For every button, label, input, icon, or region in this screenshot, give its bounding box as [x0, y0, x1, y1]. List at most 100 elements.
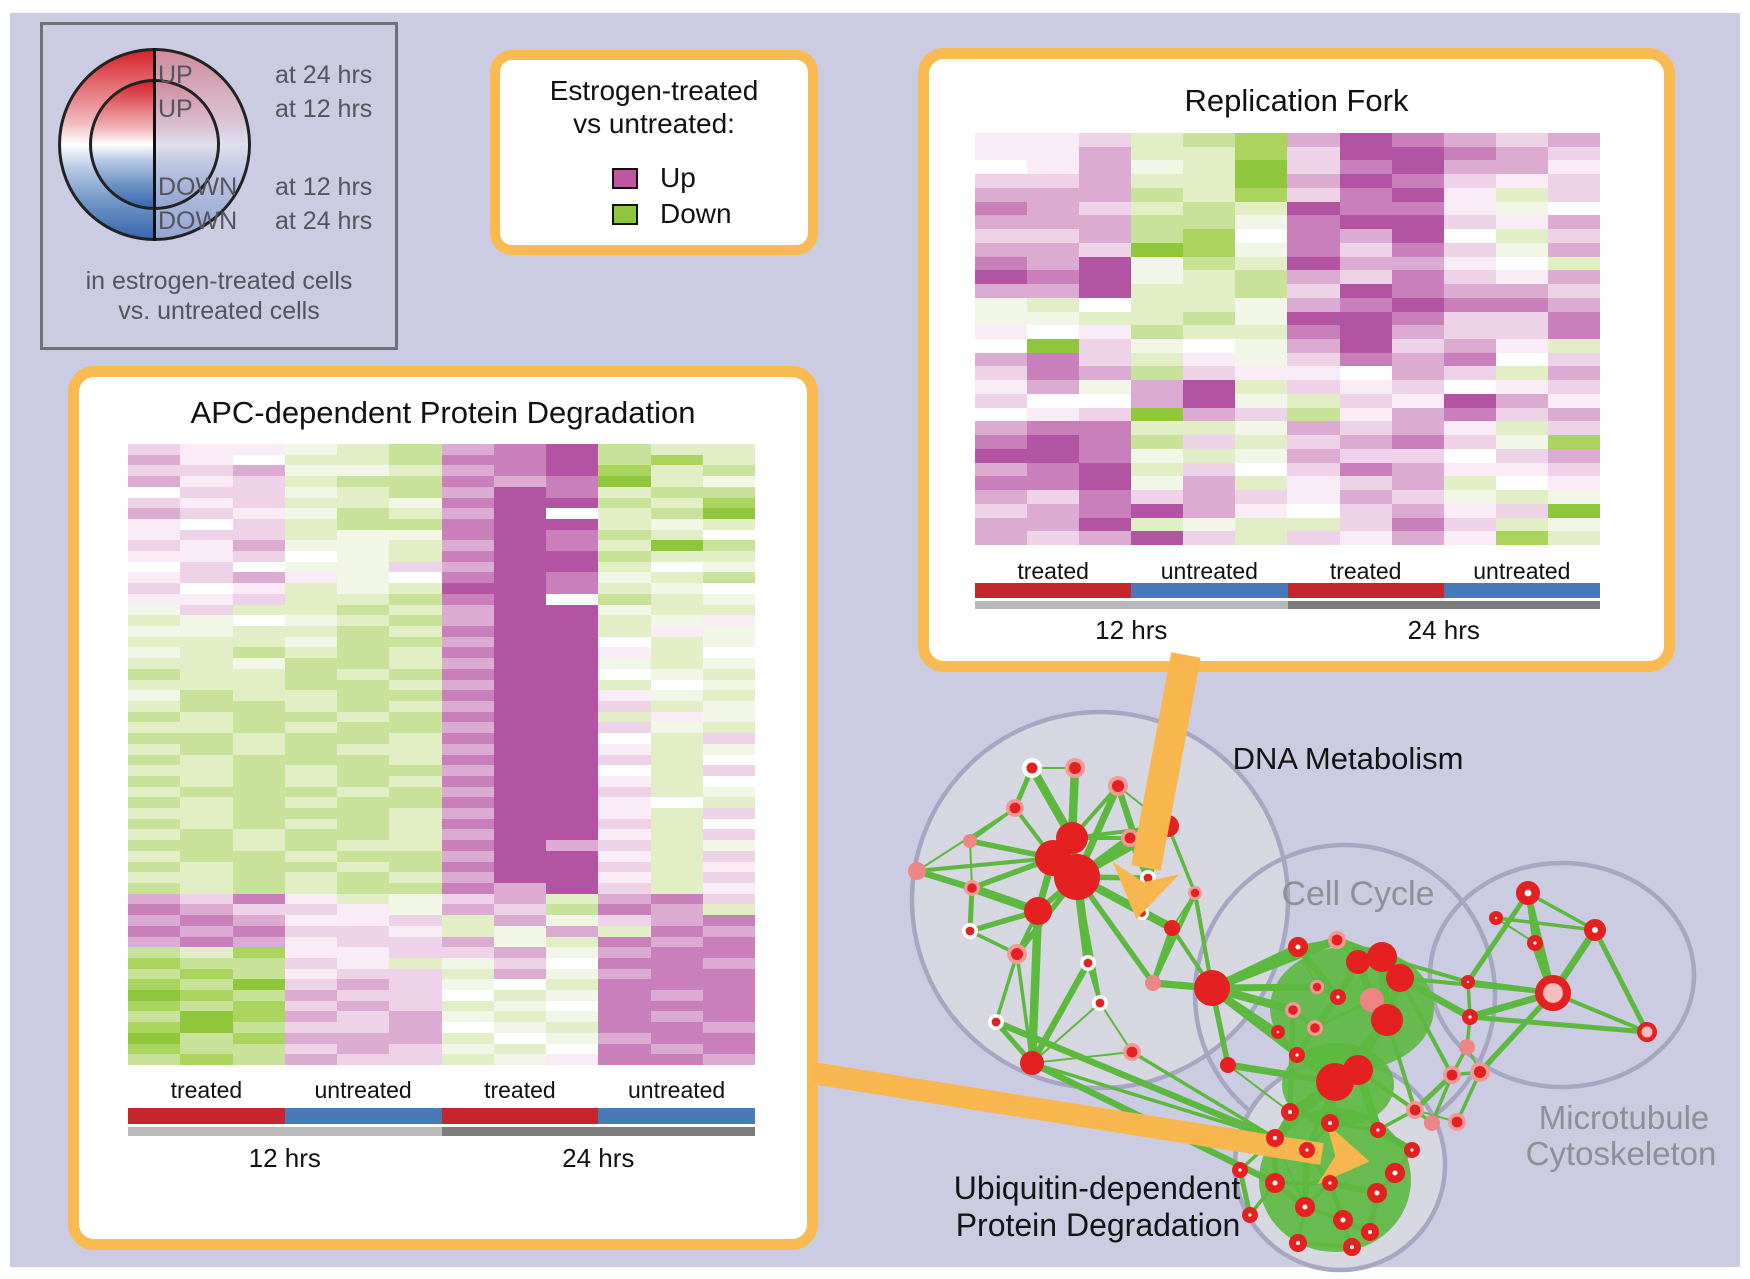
heatmap-cell — [284, 925, 337, 937]
heatmap-cell — [702, 583, 755, 594]
time-bar-12hrs — [128, 1127, 442, 1136]
heatmap-cell — [1443, 393, 1496, 408]
heatmap-cell — [650, 572, 703, 584]
heatmap-cell — [650, 775, 703, 787]
heatmap-cell — [389, 754, 442, 766]
heatmap-cell — [702, 915, 755, 926]
heatmap-cell — [1235, 435, 1288, 449]
heatmap-cell — [702, 808, 755, 819]
heatmap-cell — [389, 540, 442, 552]
heatmap-cell — [180, 808, 233, 819]
heatmap-cell — [337, 647, 390, 659]
heatmap-cell — [598, 1000, 651, 1012]
heatmap-cell — [650, 486, 703, 498]
heatmap-cell — [1339, 187, 1392, 202]
heatmap-cell — [337, 947, 390, 958]
heatmap-cell — [650, 882, 703, 894]
heatmap-cell — [389, 915, 442, 926]
heatmap-cell — [975, 380, 1028, 394]
heatmap-cell — [441, 518, 494, 530]
heatmap-cell — [702, 540, 755, 552]
heatmap-cell — [1027, 490, 1080, 504]
heatmap-cell — [128, 775, 181, 787]
heatmap-cell — [389, 476, 442, 487]
heatmap-cell — [493, 668, 546, 680]
heatmap-cell — [1235, 311, 1288, 326]
heatmap-cell — [232, 722, 285, 734]
heatmap-cell — [232, 743, 285, 755]
heatmap-cell — [546, 893, 599, 905]
heatmap-cell — [598, 486, 651, 498]
heatmap-cell — [1495, 146, 1548, 161]
heatmap-cell — [650, 925, 703, 937]
heatmap-cell — [1183, 229, 1236, 243]
heatmap-cell — [389, 529, 442, 541]
heatmap-cell — [441, 947, 494, 958]
heatmap-cell — [546, 1032, 599, 1044]
heatmap-cell — [546, 775, 599, 787]
heatmap-cell — [337, 957, 390, 969]
heatmap-cell — [232, 1011, 285, 1023]
heatmap-cell — [1391, 380, 1444, 394]
heatmap-cell — [1027, 339, 1080, 353]
heatmap-cell — [650, 444, 703, 455]
heatmap-cell — [598, 454, 651, 466]
heatmap-cell — [1443, 146, 1496, 161]
heatmap-cell — [1339, 517, 1392, 532]
heatmap-cell — [284, 508, 337, 519]
heatmap-cell — [1131, 187, 1184, 202]
concentric-rings-glyph — [58, 48, 251, 241]
heatmap-cell — [598, 775, 651, 787]
heatmap-cell — [1495, 352, 1548, 367]
heatmap-cell — [1547, 256, 1600, 271]
heatmap-cell — [1391, 229, 1444, 243]
heatmap-cell — [128, 647, 181, 659]
heatmap-cell — [128, 733, 181, 744]
heatmap-cell — [493, 872, 546, 883]
heatmap-cell — [546, 444, 599, 455]
heatmap-cell — [1235, 352, 1288, 367]
heatmap-cell — [441, 915, 494, 926]
heatmap-cell — [180, 476, 233, 487]
heatmap-cell — [232, 593, 285, 605]
heatmap-cell — [232, 904, 285, 916]
heatmap-cell — [180, 497, 233, 509]
heatmap-cell — [1183, 270, 1236, 285]
heatmap-cell — [441, 497, 494, 509]
heatmap-cell — [180, 786, 233, 798]
heatmap-cell — [441, 765, 494, 776]
heatmap-cell — [128, 829, 181, 841]
heatmap-cell — [1027, 201, 1080, 216]
heatmap-cell — [389, 636, 442, 648]
heatmap-cell — [493, 775, 546, 787]
heatmap-cell — [1339, 215, 1392, 230]
heatmap-cell — [1287, 133, 1340, 147]
heatmap-cell — [1547, 517, 1600, 532]
heatmap-cell — [128, 465, 181, 477]
heatmap-cell — [493, 743, 546, 755]
heatmap-cell — [441, 529, 494, 541]
heatmap-cell — [702, 1000, 755, 1012]
heatmap-cell — [493, 465, 546, 477]
heatmap-cell — [337, 786, 390, 798]
heatmap-cell — [128, 508, 181, 519]
heatmap-cell — [1443, 435, 1496, 449]
heatmap-cell — [702, 925, 755, 937]
heatmap-cell — [1131, 503, 1184, 518]
heatmap-cell — [598, 786, 651, 798]
heatmap-cell — [284, 658, 337, 669]
heatmap-cell — [128, 679, 181, 691]
heatmap-cell — [1547, 297, 1600, 312]
heatmap-cell — [1495, 284, 1548, 298]
heatmap-cell — [546, 540, 599, 552]
heatmap-cell — [284, 626, 337, 637]
heatmap-cell — [1339, 339, 1392, 353]
heatmap-cell — [441, 1043, 494, 1055]
heatmap-cell — [1287, 476, 1340, 491]
heatmap-cell — [1079, 174, 1132, 188]
heatmap-cell — [702, 786, 755, 798]
heatmap-cell — [284, 700, 337, 712]
treated-bar — [441, 1108, 599, 1124]
heatmap-cell — [1235, 187, 1288, 202]
heatmap-cell — [546, 647, 599, 659]
